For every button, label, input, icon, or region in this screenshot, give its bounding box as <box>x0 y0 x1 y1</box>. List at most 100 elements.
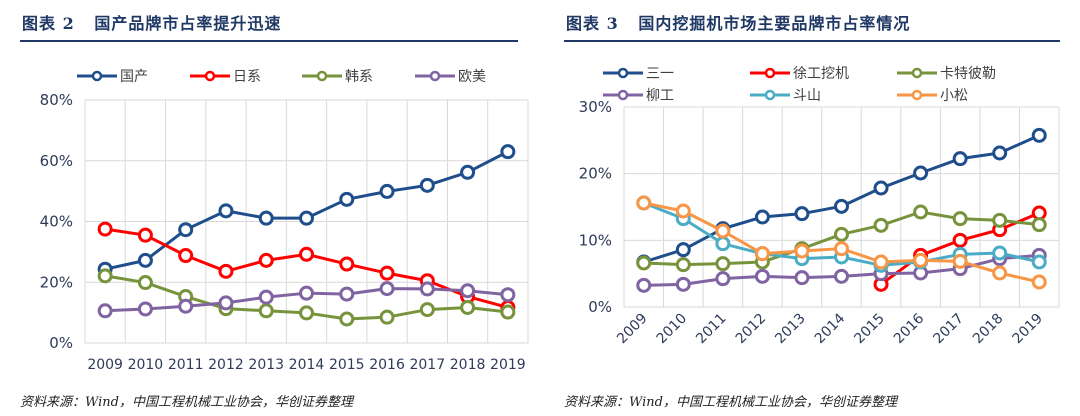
chart-2-xtick-label: 2010 <box>128 357 164 373</box>
chart-3-data-point <box>992 245 1008 261</box>
chart-3-legend-label: 斗山 <box>793 88 821 104</box>
chart-3-data-point <box>834 241 849 257</box>
chart-3-data-point <box>754 268 770 284</box>
chart-3-legend-marker <box>617 89 629 101</box>
chart-2-data-point <box>419 177 435 193</box>
chart-3-legend-label: 卡特彼勒 <box>940 66 996 82</box>
chart-2-data-point <box>137 252 153 268</box>
chart-2-ytick-label: 0% <box>49 334 73 352</box>
chart-3-data-point <box>715 223 731 239</box>
chart-3-data-point <box>834 198 849 214</box>
chart-2-data-point <box>339 311 355 327</box>
chart-3-data-point <box>1031 127 1047 143</box>
chart-2-data-point <box>178 248 194 264</box>
chart-3-xtick-label: 2012 <box>733 311 770 348</box>
chart-3-data-point <box>715 236 731 252</box>
chart-3-title-rule <box>564 40 1060 42</box>
chart-3-data-point <box>952 253 968 269</box>
chart-2-data-point <box>258 289 274 305</box>
chart-2-data-point <box>379 265 395 281</box>
chart-3-ytick-label: 0% <box>588 298 612 316</box>
chart-2-data-point <box>258 210 274 226</box>
chart-3-xtick-label: 2013 <box>772 311 809 348</box>
chart-2-xtick-label: 2018 <box>450 357 486 373</box>
chart-3-legend-marker <box>617 67 629 79</box>
chart-3-data-point <box>715 271 731 287</box>
chart-2-xtick-label: 2017 <box>409 357 445 373</box>
chart-2-data-point <box>218 203 234 219</box>
chart-2-data-point <box>218 295 234 311</box>
chart-2-data-point <box>178 298 194 314</box>
chart-2-data-point <box>137 275 153 291</box>
chart-3-xtick-label: 2015 <box>851 311 888 348</box>
chart-3-data-point <box>636 255 652 271</box>
chart-3-data-point <box>952 232 968 248</box>
chart-3-data-point <box>754 246 770 262</box>
chart-3-data-point <box>992 265 1008 281</box>
chart-3-data-point <box>913 165 929 181</box>
chart-2-data-point <box>460 299 476 315</box>
chart-2-legend-marker <box>204 70 216 82</box>
chart-2-data-point <box>339 286 355 302</box>
chart-3-data-point <box>992 145 1008 161</box>
chart-3-data-point <box>794 270 810 286</box>
chart-2-legend-marker <box>429 70 441 82</box>
chart-3-data-point <box>873 217 889 233</box>
chart-3-data-point <box>873 180 889 196</box>
chart-2-title-rule <box>20 40 518 42</box>
chart-2-ytick-label: 40% <box>40 213 73 231</box>
chart-2-data-point <box>258 252 274 268</box>
chart-3-legend-marker <box>764 67 776 79</box>
chart-2-data-point <box>299 210 314 226</box>
chart-3-legend-label: 柳工 <box>646 87 674 104</box>
chart-2-data-point <box>299 305 314 321</box>
chart-3-legend-marker <box>764 89 776 101</box>
chart-3-xtick-label: 2010 <box>654 311 691 348</box>
chart-2-data-point <box>137 227 153 243</box>
chart-2-data-point <box>339 191 355 207</box>
chart-2-data-point <box>379 309 395 325</box>
chart-2-data-point <box>500 287 516 303</box>
chart-3-xtick-label: 2018 <box>970 311 1007 348</box>
chart-3-data-point <box>794 243 810 259</box>
chart-2-data-point <box>258 303 274 319</box>
chart-3-data-point <box>1031 254 1047 270</box>
chart-3-xtick-label: 2011 <box>693 311 730 348</box>
chart-3-data-point <box>675 276 691 292</box>
chart-2-data-point <box>419 302 435 318</box>
chart-3-xtick-label: 2016 <box>891 310 928 347</box>
chart-3-data-point <box>952 151 968 167</box>
chart-3-xtick-label: 2019 <box>1010 311 1047 348</box>
chart-2-xtick-label: 2011 <box>168 357 204 373</box>
chart-2-data-point <box>137 301 153 317</box>
chart-2-data-point <box>500 144 516 160</box>
chart-2-legend-label: 日系 <box>233 69 261 85</box>
chart-3-xtick-label: 2017 <box>930 311 967 348</box>
chart-2-data-point <box>97 221 113 237</box>
chart-2-data-point <box>218 263 234 279</box>
chart-3-data-point <box>675 257 691 273</box>
chart-3-legend-marker <box>911 67 923 79</box>
chart-3-xtick-label: 2009 <box>614 311 651 348</box>
chart-3-data-point <box>873 254 889 270</box>
chart-2-xtick-label: 2012 <box>208 357 244 373</box>
chart-3-data-point <box>636 195 652 211</box>
chart-2-xtick-label: 2016 <box>369 357 405 373</box>
chart-2-legend-label: 国产 <box>120 69 148 85</box>
chart-2-legend-marker <box>91 70 103 82</box>
chart-3-data-point <box>913 252 929 268</box>
chart-2-data-point <box>379 183 395 199</box>
chart-3-ytick-label: 20% <box>579 165 612 183</box>
chart-3-data-point <box>636 277 652 293</box>
chart-2-legend-label: 欧美 <box>458 69 486 85</box>
chart-2-data-point <box>299 285 314 301</box>
chart-3-source: 资料来源：Wind，中国工程机械工业协会，华创证券整理 <box>564 395 897 410</box>
chart-2-source: 资料来源：Wind，中国工程机械工业协会，华创证券整理 <box>20 395 353 410</box>
chart-3-ytick-label: 10% <box>579 231 612 249</box>
chart-2-xtick-label: 2014 <box>289 357 325 373</box>
chart-2-data-point <box>419 281 435 297</box>
chart-3-title: 图表 3 国内挖掘机市场主要品牌市占率情况 <box>566 14 911 33</box>
chart-3-data-point <box>952 211 968 227</box>
chart-2-ytick-label: 60% <box>40 152 73 170</box>
